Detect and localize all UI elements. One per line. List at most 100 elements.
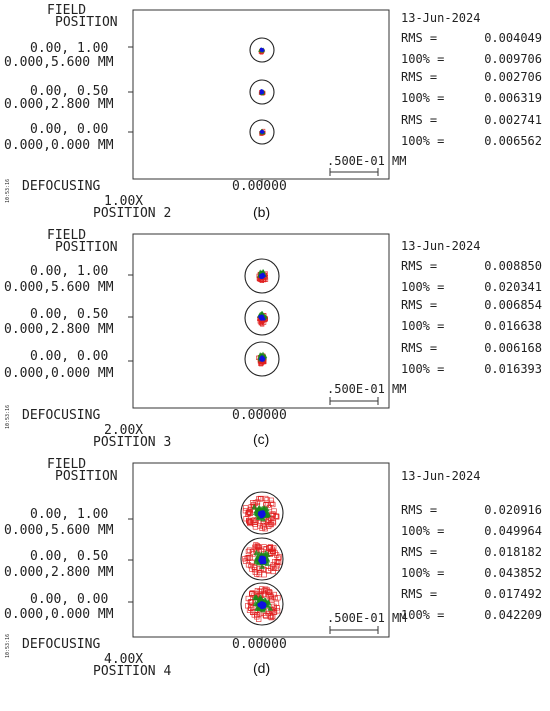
ray-point [259,356,263,360]
field-3-100pct-value: 0.042209 [484,608,542,622]
airy-disk [244,258,280,294]
ray-point [254,544,261,550]
panel-d: FIELD POSITION 0.00, 1.00 0.000,5.600 MM… [4,457,542,679]
ray-point [265,567,272,573]
defocusing-value: 0.00000 [232,179,287,194]
date-label: 13-Jun-2024 [401,469,480,483]
field-3-angle: 0.00, 0.00 [30,349,108,364]
panel-caption: (b) [253,204,270,220]
field-2-angle: 0.00, 0.50 [30,84,108,99]
spot-cluster-field-1 [258,47,266,55]
airy-disk [240,537,284,581]
field-2-rms-value: 0.018182 [484,545,542,559]
field-3-rms-label: RMS = [401,113,437,127]
ray-point [260,511,265,516]
ray-point [263,495,269,502]
ray-point [254,588,261,594]
ray-point [249,549,255,555]
panel-b: FIELD POSITION 0.00, 1.00 0.000,5.600 MM… [4,3,542,221]
ray-point [270,512,276,518]
field-3-angle: 0.00, 0.00 [30,592,108,607]
timestamp: 10:53:16 [5,405,11,429]
ray-point [268,615,274,621]
ray-point [270,501,276,508]
ray-point [252,565,258,571]
magnification-label: 4.00X [104,652,143,667]
field-3-height: 0.000,0.000 MM [4,138,114,153]
panel-caption: (c) [253,431,269,447]
field-1-angle: 0.00, 1.00 [30,264,108,279]
ray-point [252,524,259,530]
ray-point [256,504,262,511]
field-2-rms-label: RMS = [401,298,437,312]
field-3-rms-label: RMS = [401,587,437,601]
ray-point [271,605,277,612]
airy-disk [240,491,284,535]
field-2-rms-label: RMS = [401,70,437,84]
ray-point [254,554,260,560]
field-2-angle: 0.00, 0.50 [30,549,108,564]
plot-frame [132,9,390,180]
ray-point [257,495,264,502]
ray-point [249,599,255,605]
field-1-rms-label: RMS = [401,259,437,273]
ray-point [261,572,267,578]
timestamp: 10:53:16 [5,634,11,658]
spot-cluster-field-3 [245,586,281,622]
ray-point [270,568,276,575]
field-title-line2: POSITION [55,15,118,30]
ray-point [245,595,251,602]
field-title-line2: POSITION [55,469,118,484]
ray-point [270,518,276,525]
ray-point [251,503,258,510]
ray-point [255,591,261,597]
ray-point [248,563,254,569]
field-2-100pct-label: 100% = [401,91,444,105]
spot-cluster-field-3 [259,128,266,136]
field-title-line1: FIELD [47,3,86,18]
field-1-rms-value: 0.008850 [484,259,542,273]
field-3-height: 0.000,0.000 MM [4,607,114,622]
field-1-rms-value: 0.004049 [484,31,542,45]
field-3-100pct-value: 0.016393 [484,362,542,376]
plot-frame [132,462,390,638]
ray-point [261,591,267,598]
field-2-height: 0.000,2.800 MM [4,322,114,337]
field-title-line1: FIELD [47,228,86,243]
ray-point [243,505,249,511]
ray-point [260,130,264,134]
defocusing-value: 0.00000 [232,637,287,652]
ray-point [247,510,253,517]
field-2-height: 0.000,2.800 MM [4,565,114,580]
ray-point [276,559,282,566]
ray-point [267,544,273,551]
defocusing-label: DEFOCUSING [22,637,100,652]
field-1-100pct-value: 0.020341 [484,280,542,294]
defocusing-label: DEFOCUSING [22,408,100,423]
ray-point [260,322,265,327]
field-2-100pct-value: 0.016638 [484,319,542,333]
timestamp: 10:53:16 [5,179,11,203]
ray-point [261,559,266,564]
spot-cluster-field-2 [258,89,266,96]
field-2-rms-label: RMS = [401,545,437,559]
field-3-100pct-label: 100% = [401,608,444,622]
ray-point [254,612,260,618]
field-3-100pct-value: 0.006562 [484,134,542,148]
ray-point [261,274,265,278]
ray-point [262,602,267,607]
spot-cluster-field-2 [242,542,282,578]
airy-disk [249,119,275,145]
field-3-100pct-label: 100% = [401,362,444,376]
field-1-angle: 0.00, 1.00 [30,507,108,522]
field-1-rms-label: RMS = [401,503,437,517]
ray-point [254,543,260,549]
ray-point [253,542,259,548]
ray-point [268,497,274,503]
spot-cluster-field-1 [242,495,280,532]
ray-point [269,613,276,620]
panel-c: FIELD POSITION 0.00, 1.00 0.000,5.600 MM… [4,228,542,450]
ray-point [261,90,264,94]
spot-cluster-field-2 [256,310,268,327]
ray-point [263,505,270,512]
